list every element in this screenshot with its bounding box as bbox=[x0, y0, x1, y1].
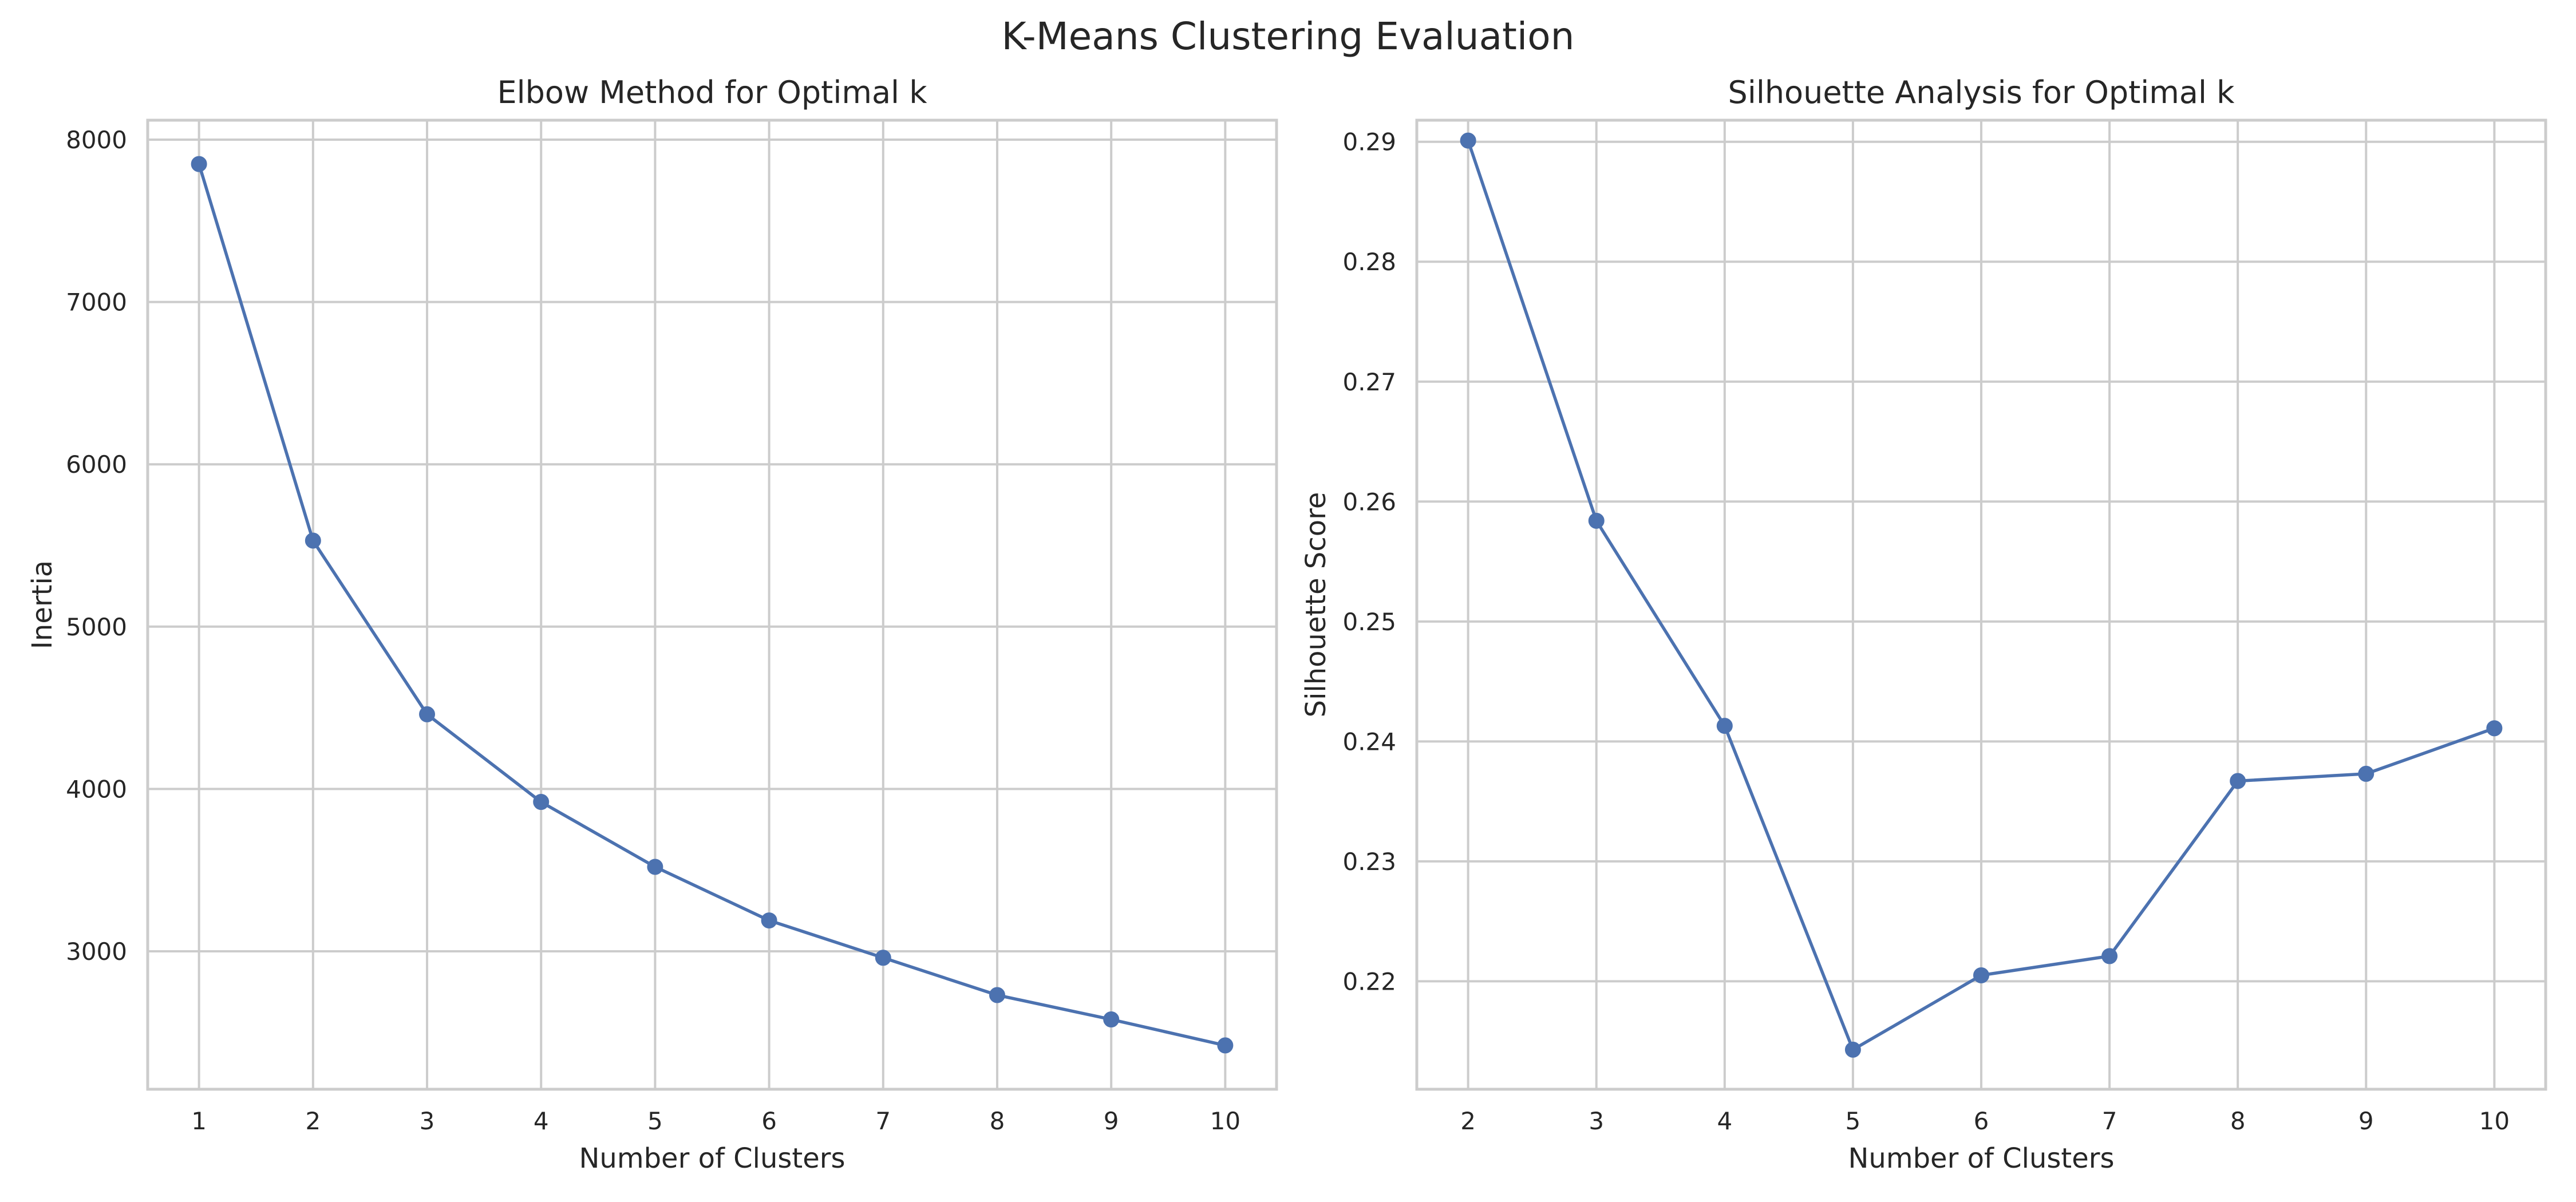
chart-1-data-point bbox=[1716, 718, 1733, 734]
chart-1-data-point bbox=[1588, 512, 1605, 529]
chart-1-y-tick-label: 0.24 bbox=[1342, 727, 1396, 756]
chart-1-x-tick-label: 5 bbox=[1846, 1107, 1861, 1135]
chart-1-x-tick-label: 9 bbox=[2358, 1107, 2374, 1135]
chart-1-title: Silhouette Analysis for Optimal k bbox=[1728, 74, 2235, 110]
chart-1-y-tick-label: 0.25 bbox=[1342, 608, 1396, 636]
chart-0-data-point bbox=[1217, 1037, 1234, 1054]
chart-0-data-point bbox=[305, 532, 321, 549]
chart-0-data-point bbox=[647, 859, 663, 875]
figure-title: K-Means Clustering Evaluation bbox=[1002, 14, 1575, 58]
chart-1-y-tick-label: 0.29 bbox=[1342, 128, 1396, 156]
chart-1-x-tick-label: 7 bbox=[2102, 1107, 2117, 1135]
chart-1-x-tick-label: 4 bbox=[1717, 1107, 1732, 1135]
chart-1-x-tick-label: 8 bbox=[2230, 1107, 2246, 1135]
chart-0-plot-frame bbox=[146, 118, 1278, 1091]
chart-0-x-tick-label: 2 bbox=[305, 1107, 321, 1135]
elbow-panel: 1 2 3 4 5 6 7 8 9 10 3000 4000 5000 6000 7000 8000 Elbow… bbox=[26, 74, 1278, 1175]
chart-0-y-tick-label: 5000 bbox=[66, 613, 127, 641]
chart-1-x-tick-label: 2 bbox=[1460, 1107, 1476, 1135]
chart-1-x-tick-label: 10 bbox=[2479, 1107, 2510, 1135]
silhouette-panel: 2 3 4 5 6 7 8 9 10 0.22 0.23 0.24 0.25 0.26 0.27 0.28 0.… bbox=[1300, 74, 2547, 1175]
chart-1-y-tick-label: 0.22 bbox=[1342, 967, 1396, 995]
chart-0-data-point bbox=[533, 794, 550, 810]
chart-1-data-point bbox=[2486, 720, 2503, 737]
chart-0-x-tick-label: 4 bbox=[534, 1107, 549, 1135]
chart-0-series-line bbox=[197, 163, 1226, 1047]
chart-1-data-point bbox=[2358, 765, 2374, 782]
chart-0-x-axis-label: Number of Clusters bbox=[579, 1142, 846, 1175]
chart-0-x-tick-label: 10 bbox=[1210, 1107, 1240, 1135]
chart-0-data-point bbox=[1103, 1011, 1120, 1028]
chart-1-x-tick-label: 3 bbox=[1589, 1107, 1604, 1135]
chart-0-x-tick-label: 3 bbox=[420, 1107, 435, 1135]
chart-1-plot-frame bbox=[1415, 118, 2547, 1091]
chart-0-data-point bbox=[419, 706, 436, 722]
chart-0-x-tick-label: 9 bbox=[1104, 1107, 1119, 1135]
chart-0-x-tick-label: 7 bbox=[875, 1107, 891, 1135]
chart-0-y-tick-label: 3000 bbox=[66, 938, 127, 966]
chart-1-x-tick-label: 6 bbox=[1974, 1107, 1989, 1135]
chart-0-y-tick-label: 6000 bbox=[66, 450, 127, 479]
chart-1-data-point bbox=[1844, 1041, 1861, 1058]
chart-0-x-tick-label: 1 bbox=[191, 1107, 207, 1135]
chart-1-y-tick-label: 0.27 bbox=[1342, 368, 1396, 396]
chart-1-y-tick-label: 0.23 bbox=[1342, 848, 1396, 876]
chart-1-y-tick-label: 0.28 bbox=[1342, 248, 1396, 276]
chart-1-y-axis-label: Silhouette Score bbox=[1300, 492, 1332, 718]
chart-1-data-point bbox=[2101, 948, 2118, 964]
chart-0-y-tick-label: 8000 bbox=[66, 126, 127, 154]
chart-1-data-point bbox=[1973, 967, 1989, 983]
chart-0-y-axis-label: Inertia bbox=[26, 560, 58, 649]
chart-0-data-point bbox=[989, 987, 1005, 1003]
chart-1-x-axis-label: Number of Clusters bbox=[1848, 1142, 2115, 1175]
chart-0-x-tick-label: 6 bbox=[761, 1107, 777, 1135]
chart-0-x-tick-label: 5 bbox=[647, 1107, 663, 1135]
chart-1-y-tick-label: 0.26 bbox=[1342, 488, 1396, 516]
chart-1-data-point bbox=[1460, 132, 1476, 149]
chart-0-x-tick-label: 8 bbox=[990, 1107, 1005, 1135]
chart-0-y-tick-label: 4000 bbox=[66, 775, 127, 803]
chart-0-y-tick-label: 7000 bbox=[66, 288, 127, 317]
chart-0-title: Elbow Method for Optimal k bbox=[497, 74, 928, 110]
chart-1-data-point bbox=[2230, 773, 2246, 789]
chart-0-data-point bbox=[875, 950, 891, 966]
chart-0-data-point bbox=[761, 912, 777, 929]
chart-0-data-point bbox=[191, 156, 207, 172]
